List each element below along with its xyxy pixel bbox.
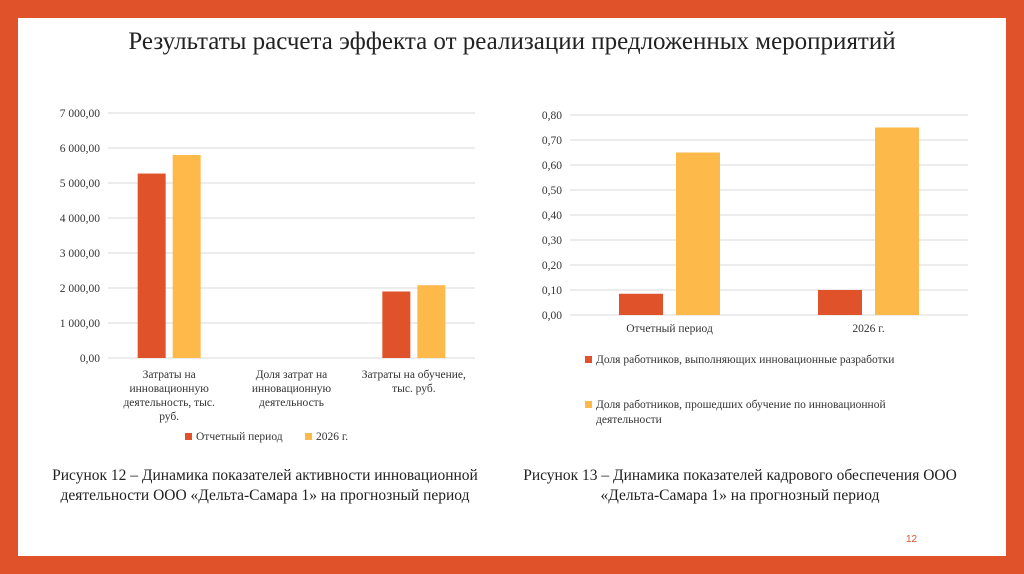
y-tick-label: 6 000,00 xyxy=(60,143,101,155)
y-tick-label: 7 000,00 xyxy=(60,108,101,120)
y-tick-label: 2 000,00 xyxy=(60,283,101,295)
figure-13-caption: Рисунок 13 – Динамика показателей кадров… xyxy=(523,467,957,504)
legend-swatch xyxy=(585,401,592,408)
y-tick-label: 0,70 xyxy=(542,135,562,147)
x-tick-label: деятельность, тыс. xyxy=(123,397,215,409)
y-tick-label: 0,00 xyxy=(80,353,100,365)
bar xyxy=(676,152,720,315)
bar xyxy=(172,155,201,358)
legend-label-cont: деятельности xyxy=(596,414,662,426)
legend-label: 2026 г. xyxy=(316,431,348,443)
y-tick-label: 4 000,00 xyxy=(60,213,101,225)
y-tick-label: 3 000,00 xyxy=(60,248,101,260)
legend-swatch xyxy=(305,433,312,440)
y-tick-label: 0,40 xyxy=(542,210,562,222)
slide-title: Результаты расчета эффекта от реализации… xyxy=(128,28,896,55)
x-tick-label: инновационную xyxy=(252,383,332,395)
y-tick-label: 0,60 xyxy=(542,160,562,172)
x-tick-label: Отчетный период xyxy=(626,323,713,335)
x-tick-label: тыс. руб. xyxy=(392,383,436,395)
x-tick-label: деятельность xyxy=(259,397,324,409)
y-tick-label: 0,10 xyxy=(542,285,562,297)
y-tick-label: 0,50 xyxy=(542,185,562,197)
x-tick-label: инновационную xyxy=(130,383,210,395)
figure-12-caption: Рисунок 12 – Динамика показателей активн… xyxy=(52,467,478,504)
y-tick-label: 0,30 xyxy=(542,235,562,247)
x-tick-label: 2026 г. xyxy=(852,323,884,335)
bar xyxy=(875,127,919,315)
y-tick-label: 0,80 xyxy=(542,110,562,122)
y-tick-label: 5 000,00 xyxy=(60,178,101,190)
legend-label: Доля работников, прошедших обучение по и… xyxy=(596,399,886,411)
legend-swatch xyxy=(585,356,592,363)
bar xyxy=(818,290,862,315)
y-tick-label: 1 000,00 xyxy=(60,318,101,330)
legend-label: Отчетный период xyxy=(196,431,283,443)
x-tick-label: Доля затрат на xyxy=(256,369,328,381)
bar xyxy=(619,293,663,315)
legend-label: Доля работников, выполняющих инновационн… xyxy=(596,354,894,366)
bar xyxy=(382,291,411,358)
x-tick-label: руб. xyxy=(159,411,179,423)
page-number: 12 xyxy=(906,534,918,545)
y-tick-label: 0,00 xyxy=(542,310,562,322)
x-tick-label: Затраты на xyxy=(143,369,196,381)
bar xyxy=(417,285,446,358)
bar xyxy=(137,173,166,358)
x-tick-label: Затраты на обучение, xyxy=(362,369,466,381)
y-tick-label: 0,20 xyxy=(542,260,562,272)
legend-swatch xyxy=(185,433,192,440)
